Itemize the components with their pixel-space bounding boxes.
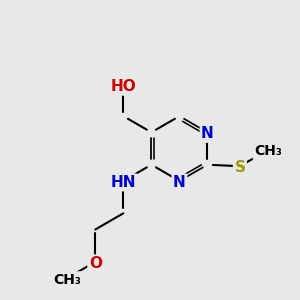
Text: CH₃: CH₃ xyxy=(53,273,81,286)
Text: O: O xyxy=(89,256,102,271)
Text: HN: HN xyxy=(111,175,136,190)
Text: S: S xyxy=(234,160,245,175)
Text: HO: HO xyxy=(110,79,136,94)
Text: CH₃: CH₃ xyxy=(254,145,282,158)
Text: N: N xyxy=(173,175,186,190)
Text: N: N xyxy=(201,126,214,141)
